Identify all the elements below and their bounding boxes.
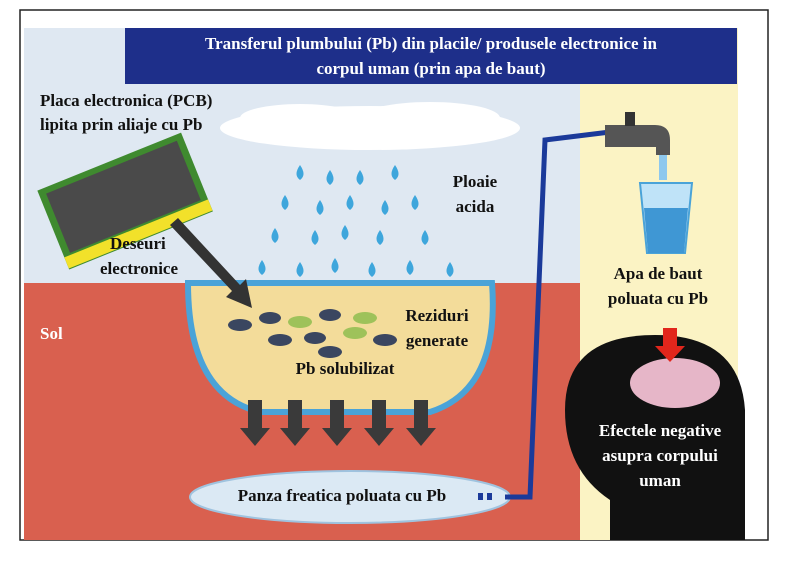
label: Placa electronica (PCB) bbox=[40, 91, 212, 110]
label: Reziduri bbox=[405, 306, 469, 325]
glass-water bbox=[644, 208, 688, 253]
pipe-dot bbox=[487, 493, 492, 500]
title-line: Transferul plumbului (Pb) din placile/ p… bbox=[205, 34, 657, 53]
label: asupra corpului bbox=[602, 446, 718, 465]
label: electronice bbox=[100, 259, 178, 278]
label: Deseuri bbox=[110, 234, 166, 253]
label: Panza freatica poluata cu Pb bbox=[238, 486, 446, 505]
water-stream bbox=[659, 155, 667, 180]
label: generate bbox=[406, 331, 469, 350]
label: Pb solubilizat bbox=[296, 359, 395, 378]
label: Sol bbox=[40, 324, 63, 343]
cloud bbox=[360, 102, 500, 134]
label: poluata cu Pb bbox=[608, 289, 708, 308]
pipe-dot bbox=[478, 493, 483, 500]
diagram: Transferul plumbului (Pb) din placile/ p… bbox=[0, 0, 787, 562]
tap-handle bbox=[625, 112, 635, 126]
brain bbox=[630, 358, 720, 408]
title-line: corpul uman (prin apa de baut) bbox=[316, 59, 545, 78]
label: acida bbox=[456, 197, 495, 216]
label: lipita prin aliaje cu Pb bbox=[40, 115, 202, 134]
label: uman bbox=[639, 471, 681, 490]
label: Apa de baut bbox=[614, 264, 703, 283]
cloud bbox=[240, 104, 360, 132]
label: Ploaie bbox=[453, 172, 498, 191]
label: Efectele negative bbox=[599, 421, 722, 440]
